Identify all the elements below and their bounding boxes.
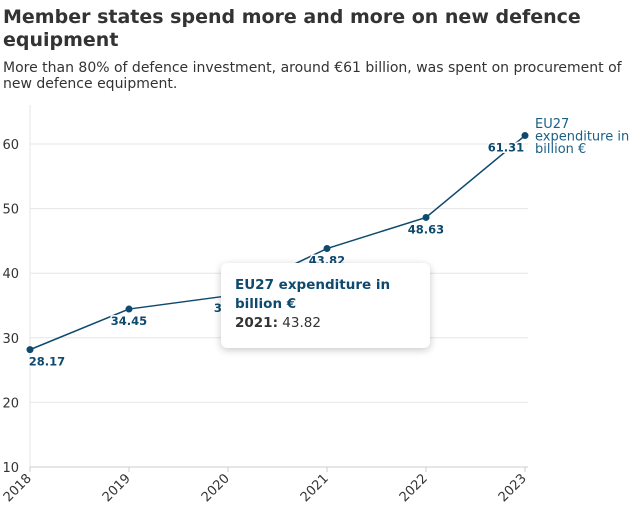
tooltip-body: 2021: 43.82	[235, 314, 416, 333]
series-label-line-1: EU27	[535, 117, 569, 132]
tooltip-title: EU27 expenditure in billion €	[235, 277, 391, 312]
x-tick-label-2023: 2023	[496, 471, 530, 505]
x-tick-label-2022: 2022	[397, 471, 431, 505]
series-label-line-2: expenditure in	[535, 130, 629, 145]
tooltip-year: 2021:	[235, 315, 278, 331]
series-label-line-3: billion €	[535, 142, 586, 157]
y-tick-label-60: 60	[2, 138, 19, 153]
x-axis-ticks: 2018 2019 2020 2021 2022 2023	[1, 467, 530, 505]
x-tick-label-2018: 2018	[1, 471, 35, 505]
tooltip: EU27 expenditure in billion € 2021: 43.8…	[221, 263, 430, 348]
y-tick-label-20: 20	[2, 396, 19, 411]
y-tick-label-30: 30	[2, 332, 19, 347]
y-axis-ticks: 10 20 30 40 50 60	[2, 138, 19, 476]
x-tick-label-2021: 2021	[298, 471, 332, 505]
data-point-2019	[125, 305, 133, 313]
data-point-2022	[422, 213, 430, 221]
chart-title: Member states spend more and more on new…	[3, 6, 581, 51]
axes	[29, 105, 528, 468]
y-tick-label-50: 50	[2, 203, 19, 218]
y-tick-label-40: 40	[2, 267, 19, 282]
x-tick-label-2020: 2020	[199, 471, 233, 505]
data-label-2023: 61.31	[488, 141, 524, 155]
data-label-2022: 48.63	[408, 222, 444, 236]
data-label-2018: 28.17	[29, 355, 65, 369]
data-point-2023	[521, 132, 529, 140]
chart-subtitle: More than 80% of defence investment, aro…	[3, 60, 622, 92]
data-point-2018	[26, 346, 34, 354]
data-label-2019: 34.45	[111, 314, 147, 328]
tooltip-value: 43.82	[282, 315, 321, 331]
y-tick-label-10: 10	[2, 461, 19, 476]
x-tick-label-2019: 2019	[100, 471, 134, 505]
data-point-2021	[323, 245, 331, 253]
